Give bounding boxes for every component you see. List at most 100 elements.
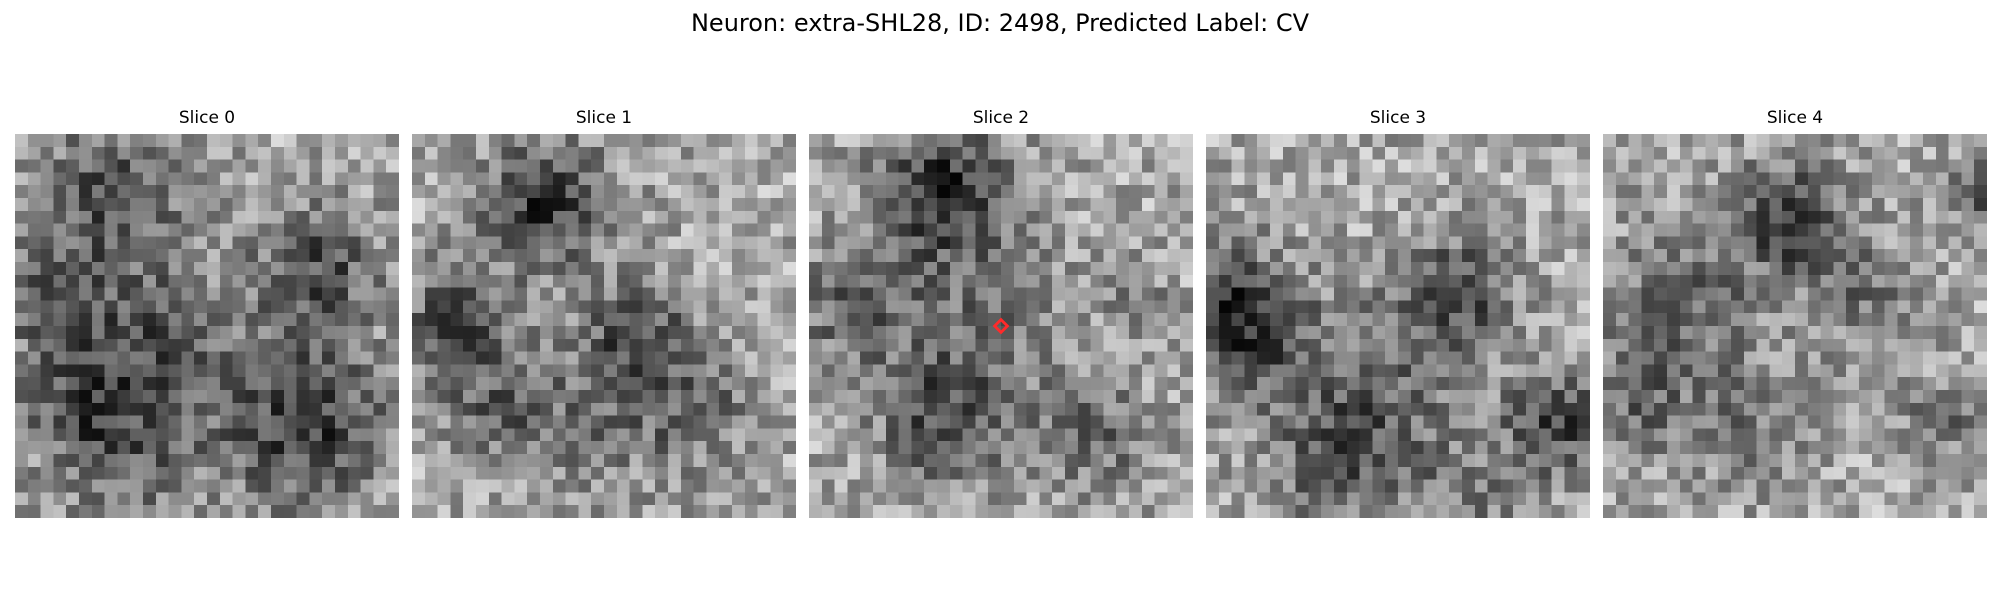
pixel (1449, 351, 1463, 365)
pixel (130, 505, 144, 518)
pixel (155, 210, 169, 224)
pixel (296, 377, 310, 391)
pixel (1167, 351, 1181, 365)
pixel (668, 479, 682, 493)
pixel (1487, 428, 1501, 442)
pixel (194, 505, 208, 518)
pixel (1077, 351, 1091, 365)
pixel (258, 505, 272, 518)
pixel (514, 146, 528, 160)
pixel (552, 351, 566, 365)
pixel (757, 505, 771, 518)
pixel (668, 198, 682, 212)
pixel (1077, 377, 1091, 391)
pixel (27, 479, 41, 493)
pixel (66, 262, 80, 276)
pixel (911, 172, 925, 186)
pixel (1884, 479, 1898, 493)
pixel (1603, 402, 1617, 416)
pixel (949, 441, 963, 455)
pixel (1372, 172, 1386, 186)
pixel (1308, 313, 1322, 327)
pixel (1654, 249, 1668, 263)
pixel (1731, 454, 1745, 468)
pixel (1129, 338, 1143, 352)
pixel (706, 326, 720, 340)
pixel (53, 505, 67, 518)
pixel (1346, 159, 1360, 173)
pixel (1654, 326, 1668, 340)
pixel (1206, 210, 1220, 224)
pixel (1846, 466, 1860, 480)
pixel (1884, 351, 1898, 365)
pixel (1141, 377, 1155, 391)
pixel (1129, 313, 1143, 327)
pixel (1628, 364, 1642, 378)
pixel (450, 351, 464, 365)
pixel (1871, 441, 1885, 455)
pixel (1244, 210, 1258, 224)
pixel (386, 210, 399, 224)
pixel (527, 223, 541, 237)
pixel (1013, 300, 1027, 314)
pixel (1295, 313, 1309, 327)
pixel (1731, 236, 1745, 250)
pixel (360, 262, 374, 276)
pixel (1077, 466, 1091, 480)
pixel (1282, 466, 1296, 480)
pixel (1206, 415, 1220, 429)
pixel (309, 479, 323, 493)
pixel (1871, 326, 1885, 340)
pixel (1308, 274, 1322, 288)
pixel (1244, 223, 1258, 237)
pixel (1615, 377, 1629, 391)
pixel (1308, 300, 1322, 314)
pixel (1052, 402, 1066, 416)
pixel (719, 223, 733, 237)
pixel (1334, 146, 1348, 160)
pixel (770, 146, 784, 160)
pixel (1282, 236, 1296, 250)
pixel (1615, 185, 1629, 199)
pixel (1974, 351, 1987, 365)
pixel (219, 210, 233, 224)
pixel (1039, 390, 1053, 404)
pixel (527, 146, 541, 160)
pixel (1257, 236, 1271, 250)
pixel (232, 428, 246, 442)
pixel (1308, 454, 1322, 468)
pixel (309, 402, 323, 416)
pixel (1180, 454, 1193, 468)
pixel (1462, 377, 1476, 391)
pixel (962, 185, 976, 199)
pixel (1372, 274, 1386, 288)
pixel (1359, 223, 1373, 237)
pixel (1718, 185, 1732, 199)
pixel (604, 326, 618, 340)
pixel (1026, 249, 1040, 263)
pixel (873, 172, 887, 186)
pixel (360, 338, 374, 352)
pixel (1500, 492, 1514, 506)
pixel (143, 505, 157, 518)
pixel (1577, 198, 1590, 212)
pixel (476, 313, 490, 327)
pixel (616, 159, 630, 173)
pixel (540, 338, 554, 352)
pixel (1820, 287, 1834, 301)
pixel (591, 377, 605, 391)
pixel (719, 428, 733, 442)
pixel (706, 454, 720, 468)
pixel (757, 390, 771, 404)
pixel (488, 441, 502, 455)
pixel (706, 198, 720, 212)
pixel (744, 185, 758, 199)
pixel (1974, 134, 1987, 148)
pixel (1756, 249, 1770, 263)
pixel (207, 287, 221, 301)
pixel (181, 428, 195, 442)
pixel (53, 198, 67, 212)
pixel (104, 300, 118, 314)
pixel (1295, 262, 1309, 276)
pixel (258, 300, 272, 314)
